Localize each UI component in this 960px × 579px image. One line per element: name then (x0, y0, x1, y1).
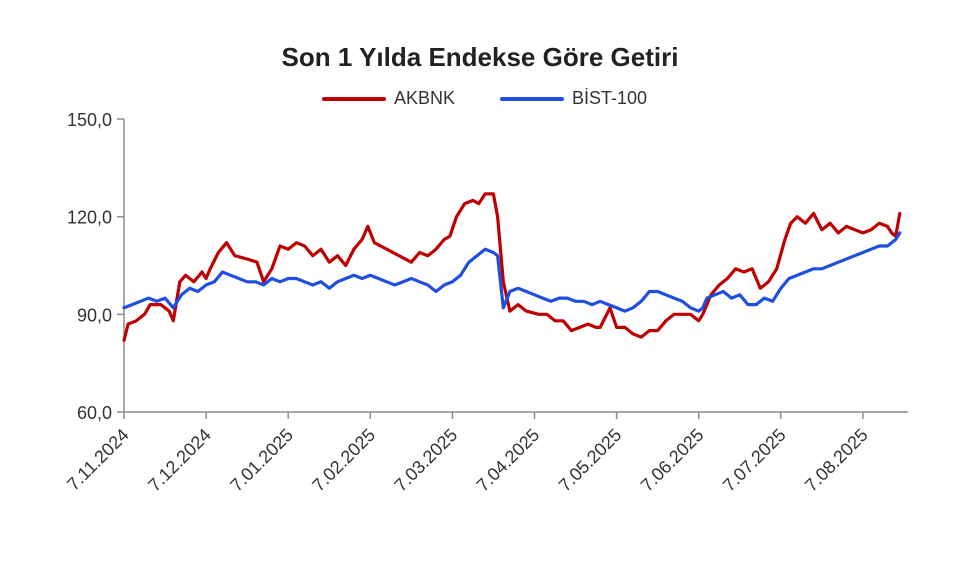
x-tick-label: 7.08.2025 (801, 425, 872, 496)
legend-label-bist100: BİST-100 (572, 88, 648, 108)
x-tick-label: 7.07.2025 (719, 425, 790, 496)
x-tick-label: 7.04.2025 (473, 425, 544, 496)
legend-item-akbnk: AKBNK (322, 88, 455, 109)
x-tick-label: 7.12.2024 (144, 425, 215, 496)
x-tick-label: 7.01.2025 (226, 425, 297, 496)
x-tick-label: 7.05.2025 (555, 425, 626, 496)
x-tick-label: 7.02.2025 (308, 425, 379, 496)
series-line-akbnk (122, 192, 902, 342)
y-tick-label: 60,0 (77, 403, 112, 423)
legend-swatch-akbnk (322, 96, 386, 101)
axes (123, 119, 908, 413)
legend-swatch-bist100 (500, 96, 564, 101)
series-layer (122, 192, 902, 342)
y-tick-label: 90,0 (77, 305, 112, 325)
y-tick-label: 120,0 (67, 208, 112, 228)
series-line-bist100 (122, 231, 902, 313)
tick-layer: 150,0 120,0 90,0 60,07.11.2024 7.12.2024 7.01… (63, 110, 872, 495)
x-tick-label: 7.06.2025 (637, 425, 708, 496)
legend-label-akbnk: AKBNK (394, 88, 456, 108)
legend: AKBNK BİST-100 (0, 88, 960, 116)
legend-item-bist100: BİST-100 (500, 88, 647, 109)
y-tick-label: 150,0 (67, 110, 112, 130)
x-tick-label: 7.11.2024 (63, 425, 133, 495)
chart-title: Son 1 Yılda Endekse Göre Getiri (281, 42, 679, 72)
x-tick-label: 7.03.2025 (390, 425, 461, 496)
